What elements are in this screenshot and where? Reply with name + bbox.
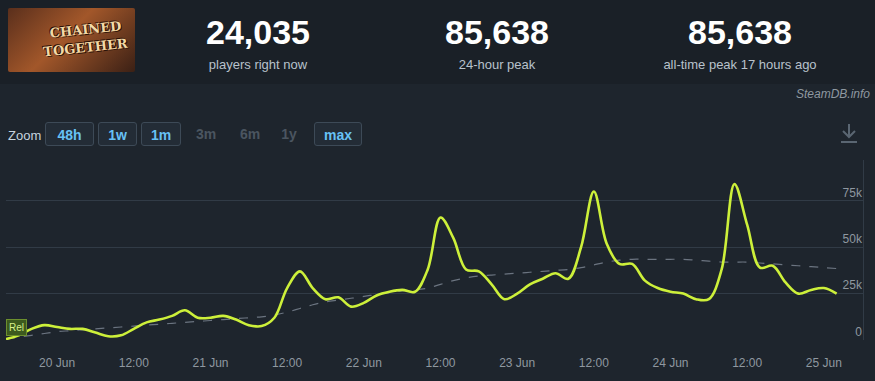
svg-text:24 Jun: 24 Jun xyxy=(653,356,689,370)
svg-text:25 Jun: 25 Jun xyxy=(806,356,842,370)
svg-text:12:00: 12:00 xyxy=(272,356,302,370)
html-text:24-hour peak: 24-hour peak xyxy=(458,57,536,72)
svg-text:21 Jun: 21 Jun xyxy=(192,356,228,370)
svg-text:20 Jun: 20 Jun xyxy=(39,356,75,370)
svg-text:0: 0 xyxy=(855,325,862,339)
html-text:SteamDB.info: SteamDB.info xyxy=(796,87,870,101)
html-text:3m: 3m xyxy=(195,126,217,142)
html-text:1m: 1m xyxy=(150,127,172,143)
html-text:48h: 48h xyxy=(57,127,82,143)
html-text:1w: 1w xyxy=(108,127,127,143)
svg-text:12:00: 12:00 xyxy=(119,356,149,370)
svg-text:50k: 50k xyxy=(843,232,863,246)
svg-text:Rel: Rel xyxy=(9,322,24,333)
svg-text:12:00: 12:00 xyxy=(732,356,762,370)
svg-text:23 Jun: 23 Jun xyxy=(499,356,535,370)
svg-text:12:00: 12:00 xyxy=(425,356,455,370)
html-text:players right now: players right now xyxy=(208,57,308,72)
html-text:all-time peak 17 hours ago: all-time peak 17 hours ago xyxy=(663,57,817,72)
html-text:6m: 6m xyxy=(239,126,261,142)
html-text:max: max xyxy=(324,127,352,143)
svg-text:22 Jun: 22 Jun xyxy=(346,356,382,370)
html-text:24,035: 24,035 xyxy=(206,13,310,51)
svg-text:12:00: 12:00 xyxy=(579,356,609,370)
svg-text:75k: 75k xyxy=(843,186,863,200)
html-text:85,638: 85,638 xyxy=(688,13,792,51)
html-text:Zoom: Zoom xyxy=(8,128,42,143)
svg-text:25k: 25k xyxy=(843,278,863,292)
html-text:85,638: 85,638 xyxy=(445,13,549,51)
html-text:TOGETHER: TOGETHER xyxy=(42,35,129,60)
html-text:1y: 1y xyxy=(281,126,297,142)
html-text:CHAINED: CHAINED xyxy=(49,18,122,41)
